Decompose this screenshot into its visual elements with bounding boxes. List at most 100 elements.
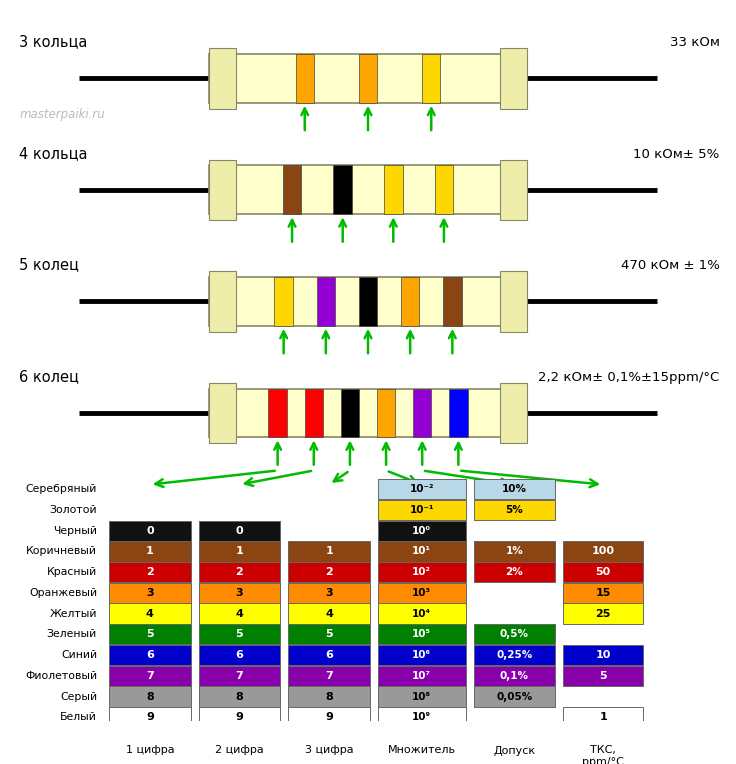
Text: 3 кольца: 3 кольца (19, 34, 88, 49)
Text: 10%: 10% (502, 484, 527, 494)
Text: 10⁹: 10⁹ (412, 712, 431, 722)
Text: 6: 6 (146, 650, 154, 660)
Bar (473, 479, 555, 500)
Text: 2,2 кОм± 0,1%±15ppm/°C: 2,2 кОм± 0,1%±15ppm/°C (539, 371, 720, 384)
Bar (378, 686, 466, 707)
Text: 8: 8 (236, 691, 244, 701)
Bar (208, 383, 236, 443)
Text: 1: 1 (236, 546, 244, 556)
Text: 10¹: 10¹ (412, 546, 431, 556)
Bar (378, 542, 466, 562)
Bar (378, 479, 466, 500)
Text: 3: 3 (325, 588, 333, 598)
Bar (199, 624, 280, 645)
Bar (199, 583, 280, 603)
Bar (473, 500, 555, 520)
Text: 1 цифра: 1 цифра (126, 746, 174, 756)
Text: 7: 7 (325, 671, 333, 681)
Bar (378, 707, 466, 727)
Bar (563, 542, 643, 562)
Text: 9: 9 (325, 712, 333, 722)
Bar (473, 624, 555, 645)
Bar (199, 645, 280, 665)
Text: 1: 1 (325, 546, 333, 556)
Text: 4: 4 (325, 609, 333, 619)
Text: Красный: Красный (47, 567, 97, 577)
Bar (378, 665, 466, 686)
Text: 1: 1 (599, 712, 607, 722)
Bar (208, 54, 528, 103)
Bar (109, 665, 191, 686)
Bar (377, 389, 395, 438)
Bar (563, 583, 643, 603)
Bar (500, 271, 528, 332)
Bar (473, 562, 555, 582)
Text: 6: 6 (236, 650, 244, 660)
Text: 9: 9 (236, 712, 244, 722)
Text: 25: 25 (595, 609, 611, 619)
Text: 0,25%: 0,25% (496, 650, 533, 660)
Bar (413, 389, 431, 438)
Bar (208, 277, 528, 326)
Text: 0,1%: 0,1% (500, 671, 529, 681)
Text: Серебряный: Серебряный (26, 484, 97, 494)
Bar (378, 624, 466, 645)
Text: 10⁻¹: 10⁻¹ (409, 505, 434, 515)
Bar (378, 520, 466, 541)
Text: 33 кОм: 33 кОм (670, 36, 720, 49)
Bar (443, 277, 461, 326)
Text: 5%: 5% (506, 505, 523, 515)
Bar (341, 389, 359, 438)
Bar (289, 562, 370, 582)
Text: 0: 0 (236, 526, 244, 536)
Bar (384, 166, 403, 215)
Bar (378, 500, 466, 520)
Text: 3 цифра: 3 цифра (305, 746, 353, 756)
Bar (208, 160, 236, 220)
Text: masterpaiki.ru: masterpaiki.ru (19, 108, 105, 121)
Text: Допуск: Допуск (493, 746, 536, 756)
Text: 5 колец: 5 колец (19, 257, 79, 272)
Bar (199, 686, 280, 707)
Bar (109, 520, 191, 541)
Text: 8: 8 (146, 691, 154, 701)
Bar (500, 160, 528, 220)
Bar (109, 583, 191, 603)
Bar (563, 707, 643, 727)
Text: 9: 9 (146, 712, 154, 722)
Bar (109, 686, 191, 707)
Text: 10⁷: 10⁷ (412, 671, 431, 681)
Bar (289, 624, 370, 645)
Text: Фиолетовый: Фиолетовый (25, 671, 97, 681)
Text: Золотой: Золотой (49, 505, 97, 515)
Text: 2: 2 (325, 567, 333, 577)
Text: 3: 3 (146, 588, 154, 598)
Bar (316, 277, 335, 326)
Bar (358, 54, 378, 103)
Bar (500, 383, 528, 443)
Text: 5: 5 (146, 630, 154, 639)
Bar (289, 542, 370, 562)
Bar (269, 389, 287, 438)
Text: 10²: 10² (412, 567, 431, 577)
Text: 5: 5 (325, 630, 333, 639)
Bar (378, 583, 466, 603)
Text: Оранжевый: Оранжевый (29, 588, 97, 598)
Bar (289, 686, 370, 707)
Bar (378, 562, 466, 582)
Text: 8: 8 (325, 691, 333, 701)
Text: ТКС,
ppm/°С: ТКС, ppm/°С (582, 746, 624, 764)
Text: Коричневый: Коричневый (26, 546, 97, 556)
Text: 0,5%: 0,5% (500, 630, 529, 639)
Bar (289, 645, 370, 665)
Bar (109, 707, 191, 727)
Text: 10⁵: 10⁵ (412, 630, 431, 639)
Text: 4: 4 (236, 609, 244, 619)
Bar (199, 542, 280, 562)
Bar (199, 604, 280, 623)
Text: 2%: 2% (506, 567, 523, 577)
Bar (378, 604, 466, 623)
Bar (563, 665, 643, 686)
Bar (473, 686, 555, 707)
Text: 10⁻²: 10⁻² (409, 484, 434, 494)
